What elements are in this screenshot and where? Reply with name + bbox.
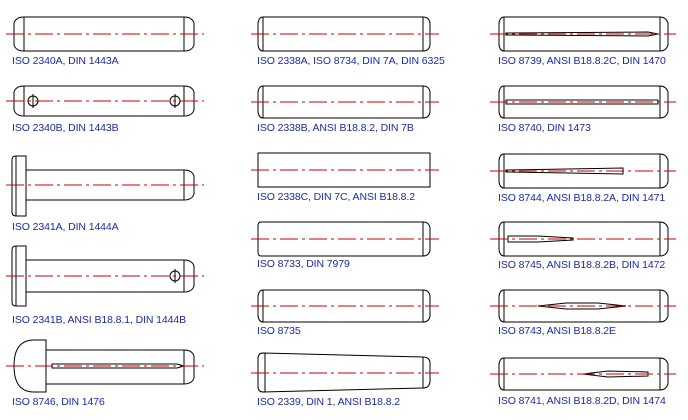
pin-iso-2340b: ISO 2340B, DIN 1443B [6, 84, 204, 139]
pin-iso-8745-drawing [490, 221, 676, 257]
pin-iso-8746-drawing [6, 339, 204, 393]
pin-label: ISO 8744, ANSI B18.8.2A, DIN 1471 [498, 192, 666, 204]
pin-iso-2339-drawing [251, 352, 439, 393]
pin-label: ISO 2339, DIN 1, ANSI B18.8.2 [257, 396, 401, 408]
pin-iso-8735: ISO 8735 [251, 288, 487, 343]
pin-iso-8739-drawing [490, 16, 676, 52]
pin-iso-8743-drawing [490, 289, 676, 323]
pin-iso-2340b-drawing [6, 85, 204, 117]
pin-iso-8733: ISO 8733, DIN 7979 [251, 220, 487, 275]
pin-iso-2338b-drawing [251, 85, 439, 119]
pin-label: ISO 8740, DIN 1473 [498, 122, 591, 134]
pin-iso-8735-drawing [251, 289, 439, 323]
pin-label: ISO 8745, ANSI B18.8.2B, DIN 1472 [498, 259, 666, 271]
pin-iso-2338a: ISO 2338A, ISO 8734, DIN 7A, DIN 6325 [251, 15, 487, 70]
pin-label: ISO 2338A, ISO 8734, DIN 7A, DIN 6325 [257, 55, 445, 67]
pin-label: ISO 2340B, DIN 1443B [12, 122, 119, 134]
pin-iso-2341b-drawing [6, 245, 204, 307]
pin-label: ISO 2341A, DIN 1444A [12, 221, 119, 233]
pin-label: ISO 8733, DIN 7979 [257, 258, 350, 270]
pin-iso-8744: ISO 8744, ANSI B18.8.2A, DIN 1471 [490, 152, 688, 207]
pin-label: ISO 8735 [257, 325, 301, 337]
pin-iso-8741: ISO 8741, ANSI B18.8.2D, DIN 1474 [490, 356, 688, 411]
pin-iso-8743: ISO 8743, ANSI B18.8.2E [490, 288, 688, 343]
pin-iso-2338a-drawing [251, 16, 439, 52]
pin-iso-8746: ISO 8746, DIN 1476 [6, 338, 204, 413]
pin-label: ISO 2340A, DIN 1443A [12, 55, 119, 67]
pin-iso-2341a: ISO 2341A, DIN 1444A [6, 154, 204, 234]
pin-label: ISO 8746, DIN 1476 [12, 396, 105, 408]
pin-label: ISO 8743, ANSI B18.8.2E [498, 325, 616, 337]
pin-iso-2340a: ISO 2340A, DIN 1443A [6, 15, 204, 70]
pin-label: ISO 2341B, ANSI B18.8.1, DIN 1444B [12, 314, 187, 326]
pin-iso-8744-drawing [490, 153, 676, 189]
pin-iso-8740: ISO 8740, DIN 1473 [490, 84, 688, 139]
pin-iso-2340a-drawing [6, 16, 204, 52]
pin-iso-8740-drawing [490, 85, 676, 119]
pin-label: ISO 8741, ANSI B18.8.2D, DIN 1474 [498, 395, 666, 407]
pin-iso-8745: ISO 8745, ANSI B18.8.2B, DIN 1472 [490, 220, 688, 275]
pin-label: ISO 2338B, ANSI B18.8.2, DIN 7B [257, 122, 414, 134]
pin-iso-8741-drawing [490, 357, 676, 391]
pin-iso-2338c: ISO 2338C, DIN 7C, ANSI B18.8.2 [251, 152, 487, 207]
pin-label: ISO 8739, ANSI B18.8.2C, DIN 1470 [498, 55, 666, 67]
pin-iso-2338b: ISO 2338B, ANSI B18.8.2, DIN 7B [251, 84, 487, 139]
pin-label: ISO 2338C, DIN 7C, ANSI B18.8.2 [257, 191, 415, 203]
pin-iso-8739: ISO 8739, ANSI B18.8.2C, DIN 1470 [490, 15, 688, 70]
pin-iso-2341a-drawing [6, 155, 204, 217]
pin-iso-8733-drawing [251, 221, 439, 257]
pin-iso-2341b: ISO 2341B, ANSI B18.8.1, DIN 1444B [6, 244, 212, 329]
pin-iso-2339: ISO 2339, DIN 1, ANSI B18.8.2 [251, 352, 487, 412]
pin-iso-2338c-drawing [251, 152, 439, 188]
